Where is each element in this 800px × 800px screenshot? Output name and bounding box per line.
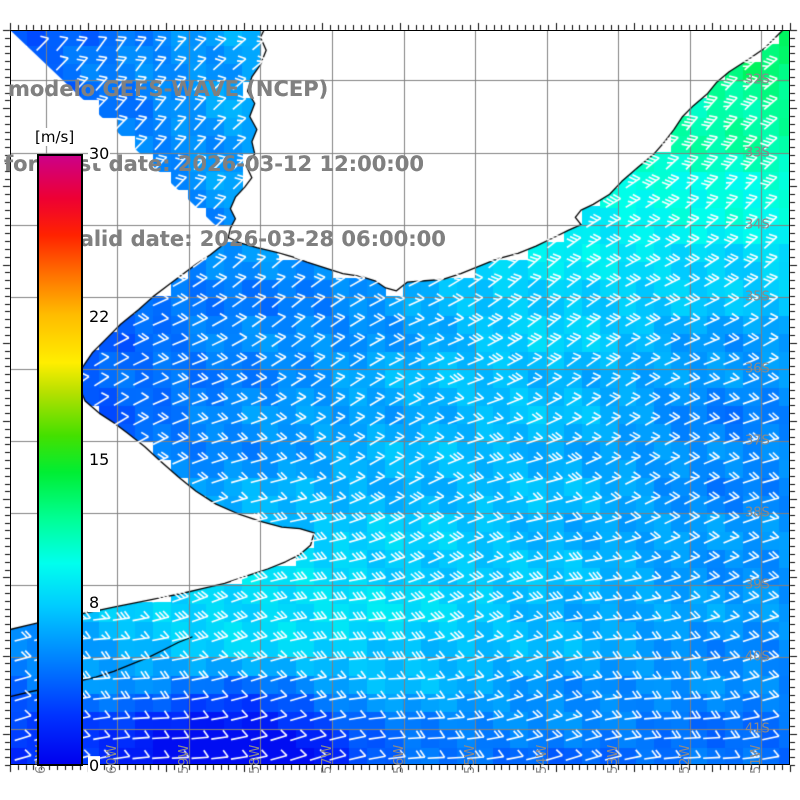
lon-label-58w: 58W: [248, 744, 264, 774]
lat-label-32s: 32S: [745, 72, 770, 88]
lat-label-41s: 41S: [745, 721, 770, 737]
valid-date-label: valid date: 2026-03-28 06:00:00: [66, 227, 446, 251]
lon-label-56w: 56W: [391, 744, 407, 774]
lon-label-59w: 59W: [176, 744, 192, 774]
lat-label-33s: 33S: [745, 145, 770, 160]
wind-speed-colorbar: [m/s] 30 22 15 8 0: [20, 128, 130, 778]
lat-label-40s: 40S: [745, 649, 770, 665]
colorbar-tick-22: 22: [88, 307, 111, 327]
lon-label-51w: 51W: [749, 744, 765, 774]
colorbar-units-label: [m/s]: [33, 128, 77, 146]
lon-label-57w: 57W: [320, 744, 336, 774]
colorbar-tick-0: 0: [88, 756, 101, 776]
lat-label-39s: 39S: [745, 577, 770, 593]
lat-label-35s: 35S: [745, 289, 770, 305]
colorbar-tick-8: 8: [88, 592, 101, 612]
lon-label-53w: 53W: [606, 744, 622, 774]
lat-label-36s: 36S: [745, 361, 770, 377]
model-title: modelo GEFS-WAVE (NCEP): [8, 77, 329, 101]
lon-label-54w: 54W: [534, 744, 550, 774]
lat-label-38s: 38S: [745, 505, 770, 521]
colorbar-tick-30: 30: [88, 144, 111, 164]
lon-label-52w: 52W: [677, 744, 693, 774]
colorbar-tick-15: 15: [88, 450, 111, 470]
lat-label-37s: 37S: [745, 433, 770, 449]
colorbar-gradient: [37, 154, 83, 766]
lat-label-34s: 34S: [745, 217, 770, 233]
lon-label-55w: 55W: [463, 744, 479, 774]
